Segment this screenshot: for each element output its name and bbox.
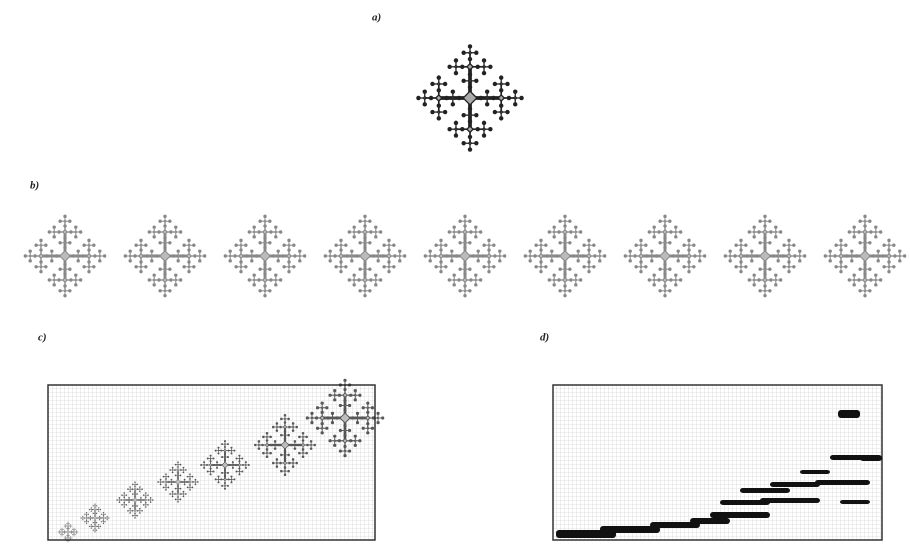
blob (800, 470, 830, 474)
fractal-b (424, 215, 507, 298)
blob (860, 455, 882, 461)
blob (710, 512, 770, 518)
blob (770, 482, 820, 487)
fractal-a (416, 44, 524, 152)
panel-label: b) (30, 180, 39, 192)
fractal-b (124, 215, 207, 298)
fractal-b (524, 215, 607, 298)
panel-label: d) (540, 332, 549, 344)
fractal-b (24, 215, 107, 298)
fractal-b (724, 215, 807, 298)
fractal-row (24, 215, 907, 298)
blob (740, 488, 790, 493)
fractal-b (824, 215, 907, 298)
blob (690, 518, 730, 524)
panel-label: c) (38, 332, 47, 344)
fractal-b (224, 215, 307, 298)
blob (840, 500, 870, 504)
fractal-b (624, 215, 707, 298)
panel-label: a) (372, 12, 381, 24)
blob (815, 480, 870, 485)
blob (760, 498, 820, 503)
blob (838, 410, 860, 418)
fractal-b (324, 215, 407, 298)
figure: a) b) c) d) (0, 0, 910, 552)
